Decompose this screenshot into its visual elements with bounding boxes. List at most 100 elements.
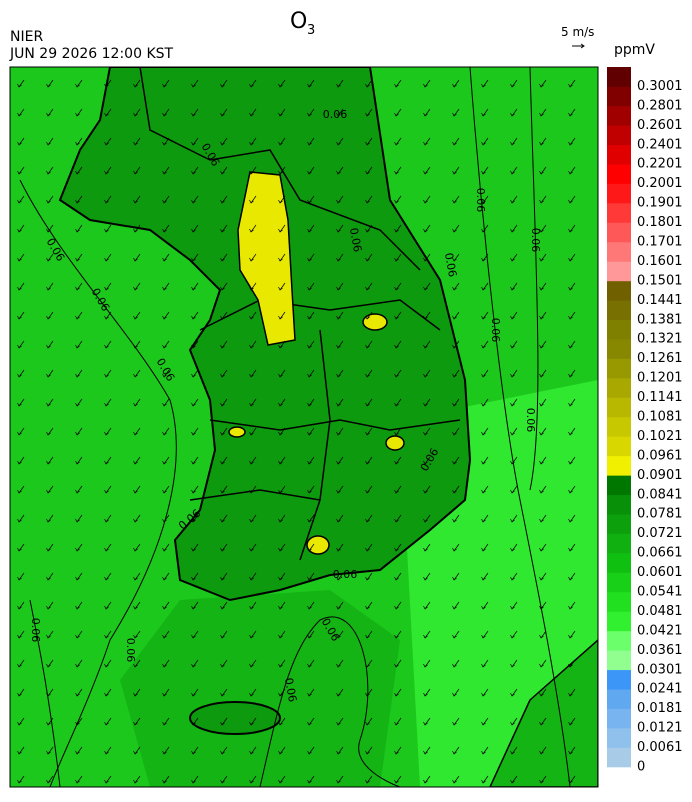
wind-arrow-head <box>423 605 428 610</box>
wind-arrow <box>540 717 547 726</box>
wind-arrow <box>569 340 576 349</box>
colorbar-box <box>607 67 631 87</box>
wind-arrow <box>511 79 518 88</box>
wind-arrow <box>337 659 344 668</box>
wind-arrow-head <box>423 257 428 262</box>
wind-arrow <box>134 427 141 436</box>
wind-arrow <box>511 601 518 610</box>
colorbar-box <box>607 300 631 321</box>
wind-arrow <box>279 572 286 581</box>
wind-arrow <box>134 514 141 523</box>
wind-arrow-head <box>133 489 138 494</box>
wind-arrow-head <box>46 199 51 204</box>
wind-arrow-head <box>278 576 283 581</box>
province-border <box>199 299 441 331</box>
wind-arrow-head <box>568 605 573 610</box>
wind-arrow <box>540 369 547 378</box>
wind-arrow-head <box>307 373 312 378</box>
wind-arrow <box>308 166 315 175</box>
wind-arrow-head <box>104 605 109 610</box>
wind-arrow-head <box>104 83 109 88</box>
wind-arrow <box>105 166 112 175</box>
colorbar-box <box>607 455 631 476</box>
wind-arrow <box>76 340 83 349</box>
colorbar-box <box>607 533 631 554</box>
wind-arrow <box>221 688 228 697</box>
wind-arrow <box>279 688 286 697</box>
wind-arrow <box>424 456 431 465</box>
wind-arrow-head <box>17 373 22 378</box>
wind-arrow-head <box>220 489 225 494</box>
wind-arrow <box>192 224 199 233</box>
wind-arrow-head <box>510 605 515 610</box>
wind-arrow-head <box>191 663 196 668</box>
colorbar-label: 0.0601 <box>637 565 683 580</box>
colorbar-label: 0.0061 <box>637 740 683 755</box>
wind-arrow-head <box>104 518 109 523</box>
wind-arrow-head <box>539 721 544 726</box>
wind-arrow-head <box>568 547 573 552</box>
colorbar-label: 0.0241 <box>637 682 683 697</box>
wind-arrow-head <box>104 344 109 349</box>
agency: NIER <box>10 29 43 45</box>
colorbar-box <box>607 650 631 671</box>
wind-arrow-head <box>423 576 428 581</box>
wind-arrow-head <box>336 373 341 378</box>
wind-arrow <box>337 311 344 320</box>
wind-arrow-head <box>191 199 196 204</box>
wind-arrow <box>163 166 170 175</box>
wind-arrow-head <box>423 779 428 784</box>
wind-scale-arrow-head <box>580 43 585 49</box>
wind-arrow-head <box>539 692 544 697</box>
wind-arrow <box>134 311 141 320</box>
wind-arrow <box>105 398 112 407</box>
wind-arrow-head <box>452 199 457 204</box>
wind-arrow-head <box>394 373 399 378</box>
wind-arrow-head <box>568 257 573 262</box>
wind-arrow <box>250 688 257 697</box>
wind-arrow-head <box>539 779 544 784</box>
wind-arrow <box>366 543 373 552</box>
wind-arrow <box>192 282 199 291</box>
wind-arrow-head <box>278 286 283 291</box>
wind-arrow-head <box>423 547 428 552</box>
wind-arrow <box>482 775 489 784</box>
wind-arrow <box>76 369 83 378</box>
wind-arrow <box>221 775 228 784</box>
wind-arrow-head <box>17 402 22 407</box>
wind-arrow-head <box>568 344 573 349</box>
wind-arrow <box>192 688 199 697</box>
wind-arrow-head <box>17 518 22 523</box>
wind-arrow <box>569 166 576 175</box>
wind-arrow-head <box>249 315 254 320</box>
wind-arrow <box>453 601 460 610</box>
wind-arrow <box>424 717 431 726</box>
wind-arrow <box>569 195 576 204</box>
wind-arrow <box>105 543 112 552</box>
wind-arrow <box>308 282 315 291</box>
wind-arrow-head <box>162 170 167 175</box>
colorbar-label: 0.1501 <box>637 273 683 288</box>
wind-arrow <box>279 659 286 668</box>
wind-arrow <box>221 514 228 523</box>
wind-arrow <box>163 485 170 494</box>
wind-arrow-head <box>220 228 225 233</box>
wind-arrow <box>105 253 112 262</box>
colorbar-box <box>607 339 631 359</box>
wind-arrow-head <box>336 779 341 784</box>
wind-arrow <box>250 369 257 378</box>
wind-arrow <box>569 601 576 610</box>
wind-arrow <box>540 659 547 668</box>
wind-arrow <box>221 340 228 349</box>
wind-arrow-head <box>278 344 283 349</box>
wind-arrow-head <box>394 402 399 407</box>
contour-line <box>29 599 61 787</box>
wind-arrow-head <box>133 750 138 755</box>
wind-arrow-head <box>220 199 225 204</box>
wind-arrow-head <box>452 721 457 726</box>
wind-arrow-head <box>568 402 573 407</box>
colorbar-box <box>607 261 631 282</box>
wind-arrow-head <box>539 547 544 552</box>
wind-arrow-head <box>191 257 196 262</box>
wind-arrow-head <box>278 402 283 407</box>
